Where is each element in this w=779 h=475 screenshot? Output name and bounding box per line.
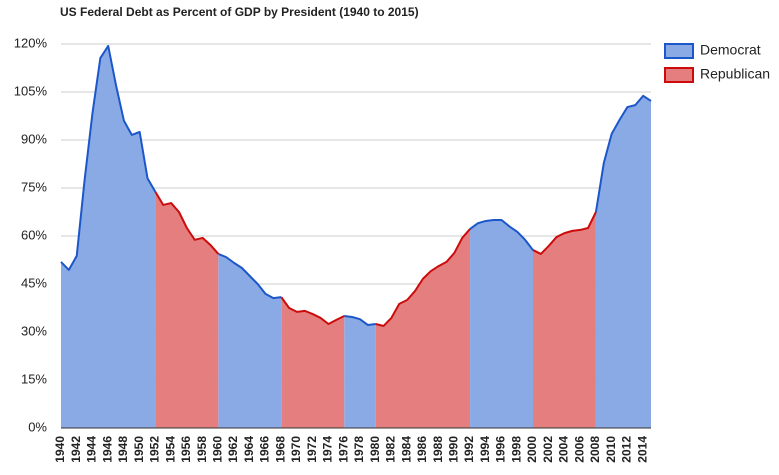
x-tick-label: 1958 [195,436,209,463]
x-tick-label: 1968 [273,436,287,463]
x-tick-label: 1952 [148,436,162,463]
x-tick-label: 1944 [85,436,99,463]
x-tick-label: 1996 [494,436,508,463]
area [155,191,596,428]
x-tick-label: 1956 [179,436,193,463]
x-tick-label: 1992 [462,436,476,463]
x-tick-label: 1994 [478,436,492,463]
y-tick-label: 45% [21,275,47,290]
y-tick-label: 15% [21,371,47,386]
x-tick-label: 1984 [399,436,413,463]
x-tick-label: 1960 [211,436,225,463]
x-tick-label: 1974 [321,436,335,463]
legend-swatch [664,43,694,59]
x-tick-label: 2010 [604,436,618,463]
y-tick-label: 30% [21,323,47,338]
x-tick-label: 1986 [415,436,429,463]
x-tick-label: 1964 [242,436,256,463]
chart-title: US Federal Debt as Percent of GDP by Pre… [60,5,419,19]
y-tick-label: 75% [21,179,47,194]
x-tick-label: 1990 [447,436,461,463]
y-tick-label: 105% [14,83,48,98]
x-tick-label: 1942 [69,436,83,463]
x-tick-label: 1962 [226,436,240,463]
x-tick-label: 1982 [384,436,398,463]
y-tick-label: 60% [21,227,47,242]
x-tick-label: 2006 [572,436,586,463]
x-tick-label: 1972 [305,436,319,463]
x-tick-label: 1978 [352,436,366,463]
x-tick-label: 2000 [525,436,539,463]
x-tick-label: 1940 [53,436,67,463]
x-tick-label: 2004 [557,436,571,463]
area [61,45,651,429]
x-tick-label: 2002 [541,436,555,463]
x-tick-label: 2012 [620,436,634,463]
x-tick-label: 1946 [100,436,114,463]
y-tick-label: 0% [28,419,47,434]
x-tick-label: 1988 [431,436,445,463]
x-tick-label: 1950 [132,436,146,463]
x-tick-label: 2014 [635,436,649,463]
y-tick-label: 120% [14,35,48,50]
line [60,44,652,326]
x-tick-label: 1980 [368,436,382,463]
line [154,191,597,327]
legend-swatch [664,67,694,83]
legend-label: Republican [700,66,770,82]
y-tick-label: 90% [21,131,47,146]
x-tick-label: 1998 [509,436,523,463]
x-tick-label: 1966 [258,436,272,463]
x-tick-label: 1948 [116,436,130,463]
x-tick-label: 1954 [163,436,177,463]
x-tick-label: 1976 [336,436,350,463]
legend-label: Democrat [700,42,761,58]
x-tick-label: 2008 [588,436,602,463]
x-tick-label: 1970 [289,436,303,463]
